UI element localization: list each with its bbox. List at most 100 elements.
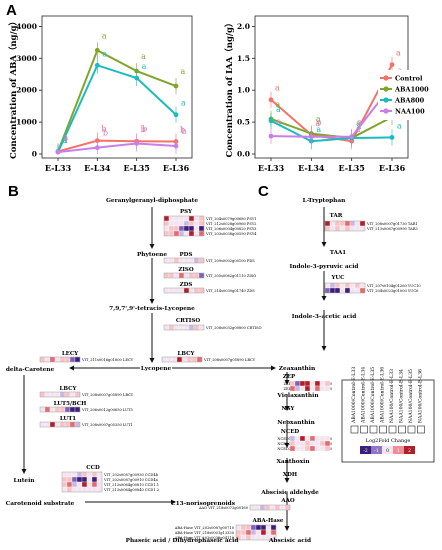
gene-label: VIT_213s0064g00810 CCD1.1 [103, 483, 159, 487]
heatmap-cell [314, 445, 321, 452]
heatmap-cell [54, 421, 61, 428]
node-abscisic-acid: Abscisic acid [268, 538, 311, 544]
heatmap-cell [319, 380, 326, 387]
heatmap-cell [188, 272, 195, 279]
heatmap-cell [193, 324, 200, 331]
panel-b-letter: B [8, 183, 19, 200]
heatmap-cell [161, 356, 168, 363]
heatmap-cell [173, 215, 180, 222]
legend-scale-label: 1 [397, 448, 400, 454]
heatmap-cell [178, 230, 185, 237]
heatmap-cell [188, 324, 195, 331]
legend-column-label: NAA100/Control-E-L36 [418, 369, 424, 423]
heatmap-cell [71, 481, 78, 488]
heatmap-cell [245, 534, 252, 541]
heatmap-cell [198, 272, 205, 279]
heatmap-cell [91, 476, 98, 483]
enzyme-nsy: NSY [282, 406, 295, 412]
heatmap-cell [359, 282, 366, 289]
legend-column-square [407, 425, 416, 434]
heatmap-cell [49, 391, 56, 398]
heatmap-cell [168, 215, 175, 222]
heatmap-cell [44, 421, 51, 428]
enzyme-taa1: TAA1 [330, 250, 346, 256]
heatmap-cell [349, 220, 356, 227]
heatmap-cell [39, 406, 46, 413]
heatmap-cell [61, 481, 68, 488]
heatmap-cell [173, 230, 180, 237]
heatmap-cell [91, 481, 98, 488]
gene-label: ABA-Hase VIT_218s0001g13330 [174, 531, 235, 535]
nced-heatmap: NCED1 VIT_205s0051g00670NCED2 VIT_210s00… [277, 435, 333, 452]
heatmap-cell [289, 440, 296, 447]
node-ipa: Indole-3-pyruvic acid [290, 264, 359, 270]
legend-column-label: ABA1000/Control-E-L34 [361, 367, 367, 424]
enzyme-nced: NCED [281, 429, 300, 435]
heatmap-cell [339, 287, 346, 294]
legend-scale-label: 2 [408, 448, 411, 454]
heatmap-cell [168, 225, 175, 232]
heatmap-cell [334, 287, 341, 294]
heatmap-cell [176, 356, 183, 363]
legend-column-square [369, 425, 378, 434]
heatmap-cell [270, 524, 277, 531]
heatmap-cell [260, 529, 267, 536]
heatmap-cell [193, 220, 200, 227]
gene-label: VIT_213s0064g00840 CCD1.2 [103, 488, 159, 492]
lut1-heatmap: VIT_208s0007g05350 LUT1 [39, 421, 133, 428]
heatmap-cell [188, 257, 195, 264]
heatmap-cell [294, 435, 301, 442]
heatmap-border [161, 356, 203, 363]
heatmap-cell [173, 257, 180, 264]
heatmap-cell [235, 529, 242, 536]
heatmap-cell [314, 380, 321, 387]
legend-column-square [350, 425, 359, 434]
node-tetracis: 7,9,7',9'-tetracis-Lycopene [109, 306, 195, 312]
legend-column-label: NAA100/Control-E-L34 [399, 369, 405, 423]
heatmap-border [163, 257, 205, 264]
gene-label: ABA-Hase VIT_202s0087g00710 [174, 526, 235, 530]
heatmap-cell [324, 220, 331, 227]
heatmap-cell [71, 471, 78, 478]
heatmap-cell [193, 225, 200, 232]
heatmap-cell [198, 225, 205, 232]
heatmap-border [39, 406, 81, 413]
heatmap-cell [91, 471, 98, 478]
ccd-heatmap: VIT_202s0087g00930 CCD4bVIT_202s0087g009… [61, 471, 159, 493]
heatmap-cell [173, 324, 180, 331]
heatmap-cell [334, 282, 341, 289]
zep-heatmap: ZEP VIT_213s0156g00250ZEP VIT_208s0032g0… [284, 380, 333, 392]
heatmap-cell [354, 225, 361, 232]
node-abscisic-aldehyde: Abscisic aldehyde [260, 490, 319, 496]
heatmap-cell [354, 220, 361, 227]
gene-label: VIT_211s0016g01600 LECY [81, 358, 134, 362]
heatmap-cell [324, 282, 331, 289]
heatmap-cell [294, 440, 301, 447]
node-neoxanthin: Neoxanthin [277, 420, 315, 426]
heatmap-border [163, 272, 205, 279]
heatmap-border [39, 356, 81, 363]
heatmap-cell [359, 225, 366, 232]
heatmap-cell [198, 324, 205, 331]
heatmap-cell [245, 529, 252, 536]
heatmap-cell [59, 406, 66, 413]
heatmap-cell [86, 481, 93, 488]
heatmap-cell [319, 435, 326, 442]
heatmap-cell [168, 230, 175, 237]
heatmap-cell [245, 524, 252, 531]
legend-scale-cell [382, 446, 393, 454]
heatmap-cell [304, 445, 311, 452]
gene-label: VIT_208s0007g05890 LBCY [203, 358, 256, 362]
heatmap-cell [181, 356, 188, 363]
heatmap-cell [61, 486, 68, 493]
enzyme-aao: AAO [280, 498, 295, 504]
legend-column-label: NAA100/Control-E-L35 [408, 369, 414, 423]
heatmap-cell [74, 406, 81, 413]
gene-label: VIT_214s0030g01740 ZDS [205, 289, 255, 293]
heatmap-cell [59, 356, 66, 363]
heatmap-cell [173, 287, 180, 294]
gene-label: VIT_203s0038g00590 PSY4 [205, 232, 257, 236]
heatmap-cell [178, 220, 185, 227]
heatmap-border [163, 287, 205, 294]
heatmap-cell [74, 391, 81, 398]
